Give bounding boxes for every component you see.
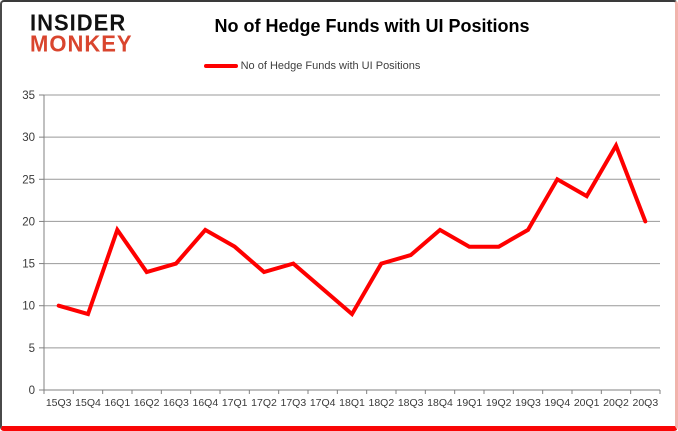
chart-area: 0 5 10 15 20 25 30 35 15Q3 15Q4 16Q1 16Q2 16Q3 16Q4 17… — [2, 80, 675, 425]
svg-text:25: 25 — [22, 174, 35, 186]
logo-word-monkey: MONKEY — [30, 30, 133, 57]
svg-text:16Q3: 16Q3 — [163, 397, 189, 409]
svg-text:15Q3: 15Q3 — [46, 397, 72, 409]
line-chart: 0 5 10 15 20 25 30 35 15Q3 15Q4 16Q1 16Q2 16Q3 16Q4 17… — [22, 90, 661, 409]
insider-monkey-logo: INSIDER MONKEY — [30, 9, 133, 57]
svg-text:17Q4: 17Q4 — [310, 397, 336, 409]
svg-text:17Q3: 17Q3 — [280, 397, 306, 409]
svg-text:18Q1: 18Q1 — [339, 397, 365, 409]
svg-text:16Q4: 16Q4 — [192, 397, 218, 409]
svg-text:19Q3: 19Q3 — [515, 397, 541, 409]
svg-text:0: 0 — [29, 385, 35, 397]
axes — [43, 95, 660, 391]
svg-text:5: 5 — [29, 343, 35, 355]
svg-text:20Q1: 20Q1 — [574, 397, 600, 409]
svg-text:17Q1: 17Q1 — [222, 397, 248, 409]
svg-text:20Q2: 20Q2 — [603, 397, 629, 409]
svg-text:18Q4: 18Q4 — [427, 397, 453, 409]
y-axis-labels: 0 5 10 15 20 25 30 35 — [22, 90, 35, 397]
svg-text:20Q3: 20Q3 — [632, 397, 658, 409]
svg-text:19Q4: 19Q4 — [544, 397, 570, 409]
svg-text:17Q2: 17Q2 — [251, 397, 277, 409]
svg-text:35: 35 — [22, 90, 35, 102]
svg-text:16Q2: 16Q2 — [134, 397, 160, 409]
svg-text:16Q1: 16Q1 — [104, 397, 130, 409]
logo-word-insider: INSIDER — [30, 9, 127, 36]
legend-line-swatch — [203, 64, 238, 68]
legend-label: No of Hedge Funds with UI Positions — [240, 60, 421, 72]
svg-text:15Q4: 15Q4 — [75, 397, 101, 409]
x-tick-marks — [43, 390, 661, 394]
svg-text:18Q3: 18Q3 — [398, 397, 424, 409]
chart-title: No of Hedge Funds with UI Positions — [214, 16, 530, 36]
legend: No of Hedge Funds with UI Positions — [112, 60, 512, 72]
svg-text:10: 10 — [22, 301, 35, 313]
y-gridlines — [39, 94, 660, 391]
x-axis-labels: 15Q3 15Q4 16Q1 16Q2 16Q3 16Q4 17Q1 17Q2 17Q3 17Q4… — [46, 397, 659, 409]
svg-text:18Q2: 18Q2 — [368, 397, 394, 409]
svg-text:15: 15 — [22, 259, 35, 271]
svg-text:20: 20 — [22, 216, 35, 228]
svg-text:19Q2: 19Q2 — [486, 397, 512, 409]
svg-text:19Q1: 19Q1 — [456, 397, 482, 409]
svg-text:30: 30 — [22, 132, 35, 144]
series-line — [56, 140, 648, 318]
